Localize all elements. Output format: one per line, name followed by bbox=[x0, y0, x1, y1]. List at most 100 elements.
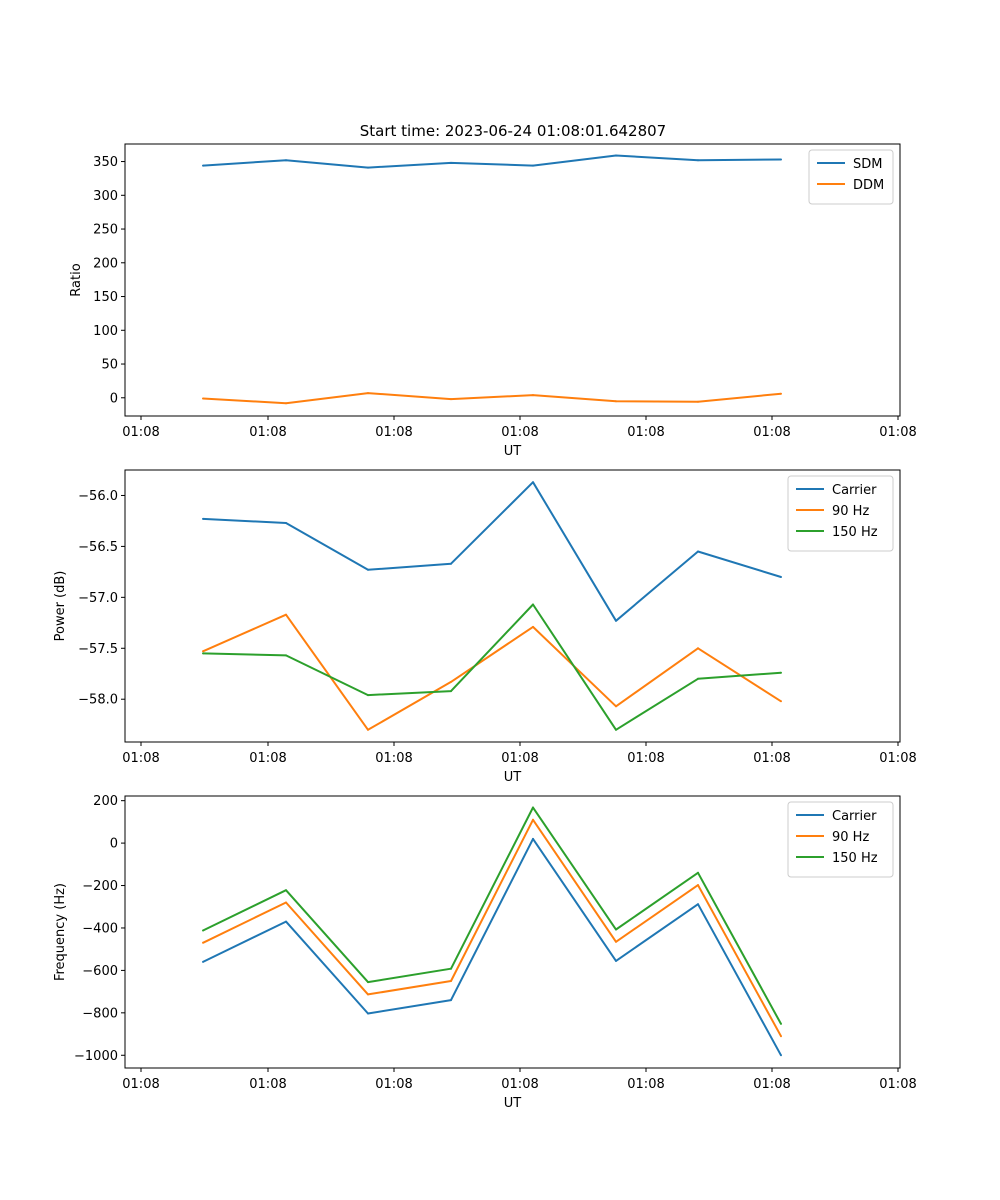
data-point bbox=[697, 871, 699, 874]
series-line-sdm bbox=[202, 154, 782, 169]
data-point bbox=[285, 522, 287, 524]
data-point bbox=[532, 481, 534, 484]
data-point bbox=[697, 550, 699, 553]
legend-label: 90 Hz bbox=[832, 830, 869, 845]
data-point bbox=[450, 680, 452, 683]
x-tick-label: 01:08 bbox=[122, 425, 159, 440]
x-tick-label: 01:08 bbox=[753, 751, 790, 766]
legend-label: 150 Hz bbox=[832, 851, 878, 866]
y-tick-label: 0 bbox=[110, 391, 118, 406]
y-axis-label: Ratio bbox=[69, 263, 84, 296]
data-point bbox=[697, 400, 699, 403]
y-axis-label: Frequency (Hz) bbox=[53, 883, 68, 981]
x-tick-label: 01:08 bbox=[249, 425, 286, 440]
x-tick-label: 01:08 bbox=[753, 1077, 790, 1092]
y-tick-label: −600 bbox=[82, 964, 118, 979]
data-point bbox=[450, 161, 452, 164]
data-point bbox=[450, 999, 452, 1002]
data-point bbox=[285, 654, 287, 657]
legend-label: 150 Hz bbox=[832, 525, 878, 540]
axes-frame bbox=[124, 469, 901, 743]
y-tick-label: 100 bbox=[93, 324, 118, 339]
x-tick-label: 01:08 bbox=[501, 751, 538, 766]
y-tick-label: −58.0 bbox=[78, 693, 118, 708]
series-line-150-hz bbox=[202, 603, 782, 731]
data-point bbox=[532, 164, 534, 167]
x-tick-label: 01:08 bbox=[501, 425, 538, 440]
x-tick-label: 01:08 bbox=[501, 1077, 538, 1092]
data-point bbox=[780, 700, 782, 703]
data-point bbox=[450, 980, 452, 982]
data-point bbox=[532, 806, 534, 809]
data-point bbox=[532, 818, 534, 821]
y-tick-label: 50 bbox=[101, 358, 118, 373]
x-tick-label: 01:08 bbox=[627, 1077, 664, 1092]
data-point bbox=[615, 928, 617, 931]
data-point bbox=[780, 671, 782, 674]
y-tick-label: −800 bbox=[82, 1006, 118, 1021]
y-tick-label: 150 bbox=[93, 290, 118, 305]
x-tick-label: 01:08 bbox=[753, 425, 790, 440]
data-point bbox=[202, 164, 204, 167]
y-tick-label: 350 bbox=[93, 155, 118, 170]
y-tick-label: 300 bbox=[93, 189, 118, 204]
data-point bbox=[780, 158, 782, 161]
data-point bbox=[285, 613, 287, 616]
y-tick-label: −200 bbox=[82, 879, 118, 894]
y-tick-label: 250 bbox=[93, 223, 118, 238]
series-line-90-hz bbox=[202, 818, 782, 1037]
data-point bbox=[285, 901, 287, 904]
x-axis-label: UT bbox=[504, 444, 522, 459]
data-point bbox=[450, 690, 452, 693]
data-point bbox=[780, 576, 782, 578]
y-tick-label: −1000 bbox=[74, 1049, 118, 1064]
data-point bbox=[780, 1035, 782, 1038]
y-tick-label: −57.0 bbox=[78, 591, 118, 606]
legend-label: 90 Hz bbox=[832, 504, 869, 519]
data-point bbox=[615, 705, 617, 708]
data-point bbox=[450, 967, 452, 970]
x-tick-label: 01:08 bbox=[375, 1077, 412, 1092]
figure-title: Start time: 2023-06-24 01:08:01.642807 bbox=[360, 122, 666, 140]
data-point bbox=[367, 993, 369, 996]
x-tick-label: 01:08 bbox=[249, 1077, 286, 1092]
legend-label: Carrier bbox=[832, 483, 877, 498]
x-tick-label: 01:08 bbox=[375, 425, 412, 440]
data-point bbox=[532, 603, 534, 606]
legend-box bbox=[787, 801, 894, 878]
legend: Carrier 90 Hz 150 Hz bbox=[787, 801, 894, 878]
series-line-carrier bbox=[202, 837, 782, 1056]
series-line-150-hz bbox=[202, 806, 782, 1025]
series-line-90-hz bbox=[202, 613, 782, 731]
axes-frame bbox=[124, 795, 901, 1069]
data-point bbox=[615, 154, 617, 157]
y-tick-label: 200 bbox=[93, 256, 118, 271]
data-point bbox=[367, 694, 369, 697]
series-line-carrier bbox=[202, 481, 782, 622]
x-tick-label: 01:08 bbox=[627, 425, 664, 440]
data-point bbox=[780, 392, 782, 395]
data-point bbox=[615, 728, 617, 731]
y-tick-label: −56.0 bbox=[78, 489, 118, 504]
legend-box bbox=[787, 475, 894, 552]
data-point bbox=[532, 394, 534, 397]
data-point bbox=[697, 903, 699, 906]
data-point bbox=[780, 1022, 782, 1025]
data-point bbox=[615, 400, 617, 403]
legend-label: DDM bbox=[853, 178, 884, 193]
y-tick-label: −400 bbox=[82, 921, 118, 936]
data-point bbox=[202, 650, 204, 653]
data-point bbox=[697, 884, 699, 887]
data-point bbox=[202, 929, 204, 932]
legend: Carrier 90 Hz 150 Hz bbox=[787, 475, 894, 552]
series-line-ddm bbox=[202, 392, 782, 405]
plot-1: 01:08 01:08 01:08 01:08 01:08 01:08 01:08 0 50 10… bbox=[69, 143, 917, 459]
data-point bbox=[450, 562, 452, 565]
data-point bbox=[285, 402, 287, 405]
x-axis-label: UT bbox=[504, 1096, 522, 1111]
data-point bbox=[615, 619, 617, 622]
y-tick-label: 200 bbox=[93, 794, 118, 809]
data-point bbox=[532, 837, 534, 840]
data-point bbox=[532, 625, 534, 628]
